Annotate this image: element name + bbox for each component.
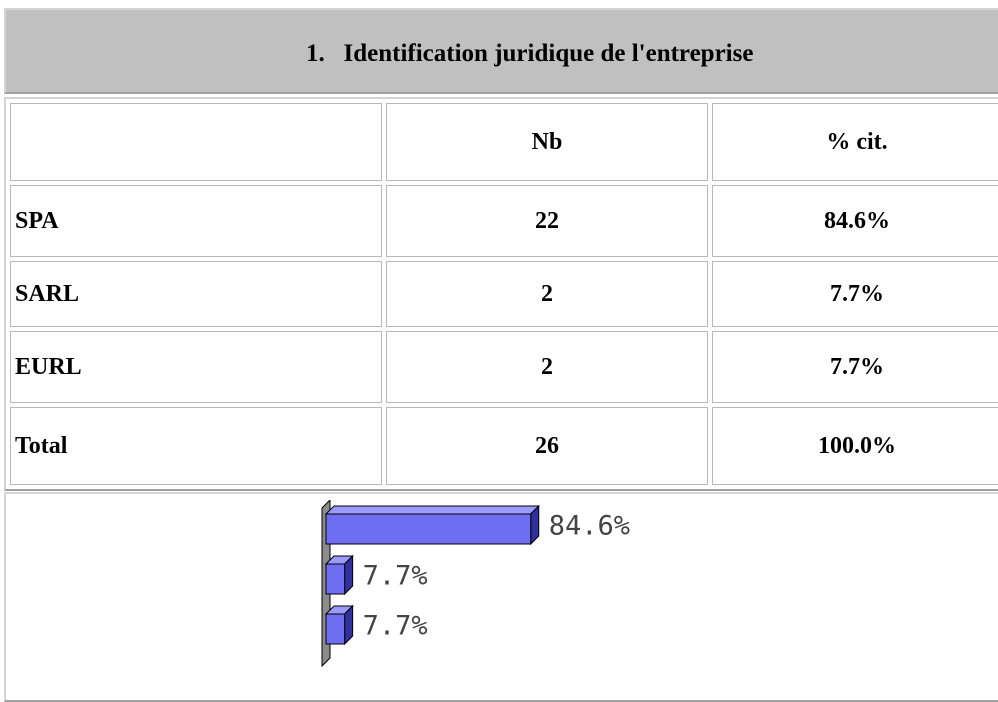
chart-panel: 84.6% 7.7% 7.7% bbox=[4, 492, 998, 702]
table-cell: 7.7% bbox=[712, 331, 998, 403]
title: 1. Identification juridique de l'entrepr… bbox=[306, 40, 754, 67]
table-cell bbox=[10, 103, 382, 181]
bar-top bbox=[324, 505, 540, 515]
value-label: 7.7% bbox=[363, 561, 428, 592]
value-label: 7.7% bbox=[363, 611, 428, 642]
chart: 84.6% 7.7% 7.7% bbox=[318, 500, 710, 670]
table-cell: EURL bbox=[10, 331, 382, 403]
bar bbox=[325, 563, 346, 595]
table-cell: 22 bbox=[386, 185, 708, 257]
table-cell: 84.6% bbox=[712, 185, 998, 257]
table-cell: 7.7% bbox=[712, 261, 998, 327]
table: Nb% cit. SPA 22 84.6% SARL 2 7.7% EURL 2 7.7% Tota… bbox=[4, 97, 998, 491]
table-cell: 100.0% bbox=[712, 407, 998, 485]
value-label: 84.6% bbox=[549, 511, 630, 542]
bar bbox=[325, 513, 532, 545]
table-cell: 2 bbox=[386, 331, 708, 403]
table-cell: 26 bbox=[386, 407, 708, 485]
table-cell: SPA bbox=[10, 185, 382, 257]
table-cell: 2 bbox=[386, 261, 708, 327]
table-cell: SARL bbox=[10, 261, 382, 327]
table-cell: Nb bbox=[386, 103, 708, 181]
table-cell: % cit. bbox=[712, 103, 998, 181]
bar bbox=[325, 613, 346, 645]
table-cell: Total bbox=[10, 407, 382, 485]
title-bar: 1. Identification juridique de l'entrepr… bbox=[4, 8, 998, 94]
